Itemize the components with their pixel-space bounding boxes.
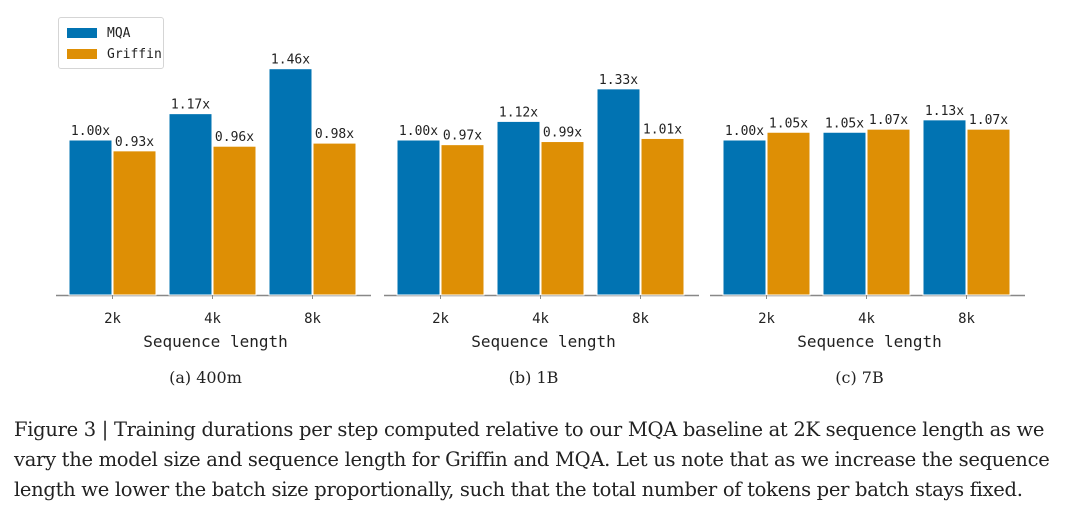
bar-griffin-4k [540,141,585,296]
x-tick-label-8k: 8k [632,311,649,327]
bar-mqa-2k [396,139,441,296]
subplot-title-1: (b) 1B [509,368,559,387]
chart-panel-1: 1.00x 0.97x 2k 1.12x 0.99x 4k 1.33x 1.01x 8k Sequ… [384,73,699,387]
bar-label-griffin-8k: 1.01x [643,122,682,137]
bar-label-griffin-4k: 0.99x [543,126,582,141]
bar-mqa-4k [168,113,213,296]
bar-mqa-4k [496,120,541,296]
bar-griffin-4k [866,128,911,296]
chart-panel-0: 1.00x 0.93x 2k 1.17x 0.96x 4k 1.46x 0.98x 8k Sequ… [56,53,371,387]
bar-griffin-4k [212,145,257,296]
x-axis-label-2: Sequence length [797,332,942,351]
bar-label-mqa-2k: 1.00x [399,124,438,139]
x-tick-label-2k: 2k [104,311,121,327]
bar-label-griffin-2k: 0.93x [115,135,154,150]
legend-label-griffin: Griffin [107,46,162,62]
bar-label-mqa-4k: 1.17x [171,98,210,113]
x-tick-label-2k: 2k [432,311,449,327]
bar-mqa-2k [68,139,113,296]
legend-swatch-griffin [67,49,97,59]
x-axis-label-1: Sequence length [471,332,616,351]
bar-label-griffin-4k: 1.07x [869,113,908,128]
bar-griffin-8k [312,142,357,296]
bar-label-mqa-4k: 1.05x [825,116,864,131]
bar-griffin-8k [640,137,685,296]
bar-mqa-8k [268,68,313,296]
bar-mqa-2k [722,139,767,296]
bar-griffin-2k [440,144,485,296]
bar-griffin-2k [766,131,811,296]
bar-label-griffin-4k: 0.96x [215,130,254,145]
legend-item-mqa: MQA [67,24,130,42]
legend-swatch-mqa [67,28,97,38]
x-tick-label-8k: 8k [958,311,975,327]
bar-griffin-2k [112,150,157,296]
chart-legend: MQA Griffin [58,17,164,69]
figure-caption: Figure 3 | Training durations per step c… [14,418,1050,501]
bar-mqa-4k [822,131,867,296]
bar-label-mqa-8k: 1.13x [925,104,964,119]
legend-item-griffin: Griffin [67,45,162,63]
chart-panel-2: 1.00x 1.05x 2k 1.05x 1.07x 4k 1.13x 1.07x 8k Sequ… [710,104,1025,387]
bar-label-griffin-8k: 0.98x [315,127,354,142]
training-duration-figure: 1.00x 0.93x 2k 1.17x 0.96x 4k 1.46x 0.98x 8k Sequ… [56,53,1025,387]
legend-label-mqa: MQA [107,25,131,41]
bar-label-mqa-4k: 1.12x [499,105,538,120]
bar-label-mqa-2k: 1.00x [725,124,764,139]
x-tick-label-4k: 4k [204,311,221,327]
bar-label-griffin-2k: 0.97x [443,129,482,144]
bar-label-griffin-8k: 1.07x [969,113,1008,128]
bar-label-griffin-2k: 1.05x [769,116,808,131]
subplot-title-0: (a) 400m [169,368,242,387]
x-tick-label-4k: 4k [532,311,549,327]
bar-label-mqa-8k: 1.33x [599,73,638,88]
bar-label-mqa-2k: 1.00x [71,124,110,139]
x-axis-label-0: Sequence length [143,332,288,351]
bar-label-mqa-8k: 1.46x [271,53,310,68]
subplot-title-2: (c) 7B [835,368,883,387]
bar-mqa-8k [596,88,641,296]
bar-mqa-8k [922,119,967,296]
x-tick-label-8k: 8k [304,311,321,327]
bar-griffin-8k [966,128,1011,296]
x-tick-label-4k: 4k [858,311,875,327]
x-tick-label-2k: 2k [758,311,775,327]
